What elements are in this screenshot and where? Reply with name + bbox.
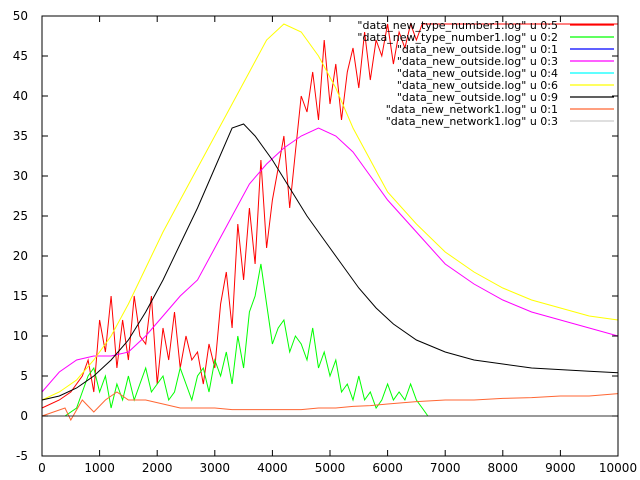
series-line-6 xyxy=(41,123,619,401)
y-tick-label: 45 xyxy=(13,49,28,63)
x-tick-label: 1000 xyxy=(84,461,115,475)
x-tick-label: 7000 xyxy=(430,461,461,475)
x-tick-label: 10000 xyxy=(599,461,637,475)
x-tick-label: 0 xyxy=(38,461,46,475)
x-tick-label: 8000 xyxy=(488,461,519,475)
legend-label-2: "data_new_outside.log" u 0:1 xyxy=(397,43,558,56)
x-tick-label: 9000 xyxy=(545,461,576,475)
y-tick-label: 40 xyxy=(13,89,28,103)
y-tick-label: 25 xyxy=(13,209,28,223)
ticks-layer: 0 1000 2000 3000 4000 5000 6000 7000 8000 9000 100… xyxy=(13,9,637,475)
legend-label-5: "data_new_outside.log" u 0:6 xyxy=(397,79,558,92)
legend-label-8: "data_new_network1.log" u 0:3 xyxy=(386,115,558,128)
y-tick-label: 50 xyxy=(13,9,28,23)
series-line-5 xyxy=(41,23,619,401)
x-tick-label: 4000 xyxy=(257,461,288,475)
y-tick-label: 0 xyxy=(20,409,28,423)
legend-label-4: "data_new_outside.log" u 0:4 xyxy=(397,67,558,80)
x-tick-label: 3000 xyxy=(200,461,231,475)
x-tick-label: 2000 xyxy=(142,461,173,475)
y-tick-label: 35 xyxy=(13,129,28,143)
y-tick-label: 20 xyxy=(13,249,28,263)
x-tick-label: 5000 xyxy=(315,461,346,475)
legend-label-7: "data_new_network1.log" u 0:1 xyxy=(386,103,558,116)
series-line-7 xyxy=(41,391,619,422)
y-tick-label: -5 xyxy=(16,449,28,463)
series-line-0 xyxy=(41,22,618,409)
y-tick-label: 15 xyxy=(13,289,28,303)
legend: "data_new_type_number1.log" u 0:5"data_n… xyxy=(357,19,614,128)
series-line-3 xyxy=(41,127,619,393)
x-tick-label: 6000 xyxy=(372,461,403,475)
y-tick-label: 10 xyxy=(13,329,28,343)
legend-label-6: "data_new_outside.log" u 0:9 xyxy=(397,91,558,104)
legend-label-0: "data_new_type_number1.log" u 0:5 xyxy=(357,19,558,32)
legend-label-1: "data_new_type_number1.log" u 0:2 xyxy=(357,31,558,44)
series-line-1 xyxy=(42,263,618,417)
legend-label-3: "data_new_outside.log" u 0:3 xyxy=(397,55,558,68)
y-tick-label: 30 xyxy=(13,169,28,183)
y-tick-label: 5 xyxy=(20,369,28,383)
